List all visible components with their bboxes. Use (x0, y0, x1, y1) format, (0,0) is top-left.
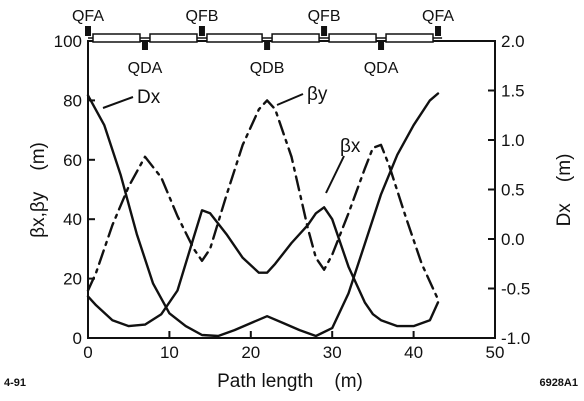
focusing-quad (85, 26, 91, 36)
y-left-tick-label: 100 (54, 32, 82, 51)
defocusing-quad (378, 40, 385, 50)
footer-date: 4-91 (4, 377, 26, 389)
y-right-axis-label: Dx (m) (554, 154, 575, 227)
series-line-dispersion-x (86, 92, 440, 338)
x-tick-label: 20 (241, 343, 260, 362)
annotation-leader (276, 93, 304, 106)
annotations: Dx βy βx (102, 84, 361, 194)
focusing-quad (198, 26, 205, 36)
x-tick-label: 40 (404, 343, 423, 362)
y-right-tick-label: 1.0 (501, 131, 525, 150)
x-tick-label: 0 (83, 343, 92, 362)
plot-frame (87, 40, 496, 339)
dipole-magnet (92, 33, 141, 43)
y-right-tick-label: 0.0 (501, 230, 525, 249)
focusing-quad-label: QFB (186, 8, 219, 25)
y-right-axis-ticks: -1.0 -0.5 0.0 0.5 1.0 1.5 2.0 (488, 32, 530, 348)
y-left-tick-label: 80 (63, 91, 82, 110)
y-left-axis-label: βx,βy (m) (28, 142, 49, 238)
dipole-magnet (328, 33, 377, 43)
y-left-tick-label: 20 (63, 270, 82, 289)
focusing-quad-label: QFA (72, 8, 104, 25)
series-line-beta-y (86, 99, 440, 301)
magnet-lattice: QFA QFB QFB QFA QDA QDB QDA (72, 8, 454, 77)
defocusing-quad (264, 40, 271, 50)
annotation-leader (102, 96, 134, 109)
annotation-label: βx (340, 136, 361, 157)
dipole-magnet (271, 33, 320, 43)
dipole-magnet (206, 33, 263, 43)
y-right-tick-label: 2.0 (501, 32, 525, 51)
annotation-leader (325, 155, 345, 194)
x-axis-label: Path length (m) (217, 371, 363, 392)
focusing-quad-label: QFA (422, 8, 454, 25)
y-right-tick-label: 1.5 (501, 82, 525, 101)
dipole-magnet (149, 33, 198, 43)
defocusing-quad (141, 40, 148, 50)
x-axis-ticks: 0 10 20 30 40 50 (83, 331, 504, 362)
y-left-tick-label: 0 (73, 329, 82, 348)
x-tick-label: 50 (486, 343, 505, 362)
y-right-tick-label: 0.5 (501, 181, 525, 200)
focusing-quad (435, 26, 442, 36)
defocusing-quad-label: QDA (364, 60, 399, 77)
defocusing-quad-label: QDA (128, 60, 163, 77)
dipole-magnet (385, 33, 434, 43)
annotation-label: βy (307, 84, 328, 105)
y-left-tick-label: 60 (63, 151, 82, 170)
y-right-tick-label: -1.0 (501, 329, 530, 348)
focusing-quad-label: QFB (308, 8, 341, 25)
annotation-label: Dx (137, 87, 161, 108)
x-tick-label: 30 (323, 343, 342, 362)
y-left-axis-ticks: 0 20 40 60 80 100 (54, 32, 95, 348)
x-tick-label: 10 (160, 343, 179, 362)
series-line-beta-x (86, 206, 440, 328)
y-right-tick-label: -0.5 (501, 280, 530, 299)
series-lines (86, 92, 440, 338)
defocusing-quad-label: QDB (250, 60, 285, 77)
footer-figure-id: 6928A1 (539, 377, 578, 389)
focusing-quad (321, 26, 328, 36)
y-left-tick-label: 40 (63, 210, 82, 229)
